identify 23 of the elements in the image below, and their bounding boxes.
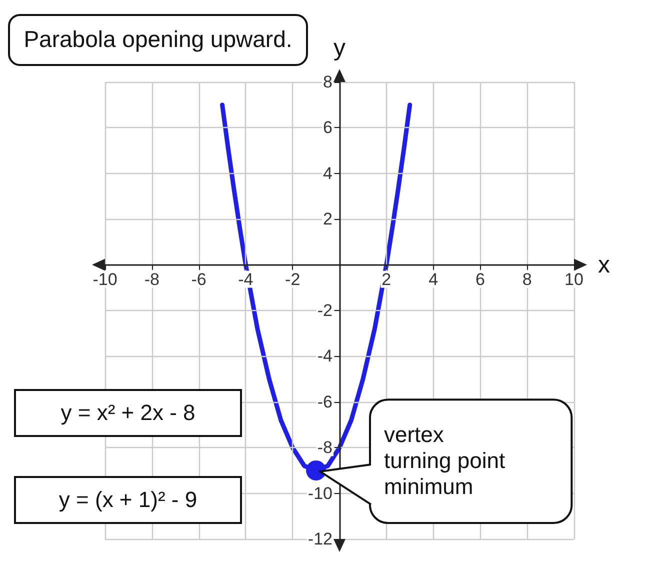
y-tick-label: 6 [323,118,332,138]
y-tick-label: -2 [317,301,332,320]
y-tick-label: 8 [323,72,332,92]
x-tick-label: -6 [191,270,206,289]
y-tick-label: -10 [308,484,332,503]
x-tick-label: 6 [475,270,485,289]
x-tick-label: 2 [382,270,392,289]
y-tick-label: -12 [308,530,332,548]
annotation: vertex turning point minimum [370,400,572,523]
x-tick-label: -10 [92,270,118,289]
x-tick-label: 4 [428,270,438,289]
y-tick-label: -8 [317,438,332,458]
x-tick-label: 10 [564,270,584,289]
x-tick-label: -2 [285,270,300,289]
y-tick-label: -6 [317,392,332,412]
x-tick-label: 8 [522,270,532,289]
y-tick-label: -4 [317,346,332,366]
y-axis-title: y [334,34,346,62]
y-tick-label: 2 [323,210,332,229]
x-axis-title: x [598,251,610,278]
x-tick-label: -8 [144,270,160,289]
y-tick-label: 4 [323,164,332,183]
x-tick-label: -4 [238,270,254,289]
